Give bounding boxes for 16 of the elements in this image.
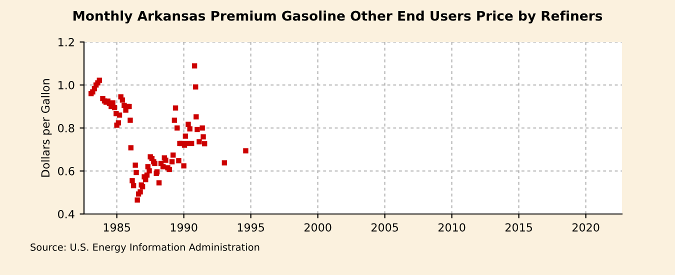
y-tick-label: 0.6: [58, 166, 74, 176]
x-tick-label: 2000: [304, 223, 332, 232]
x-tick-label: 1990: [170, 223, 198, 232]
y-tick-label: 0.4: [58, 210, 74, 218]
source-note: Source: U.S. Energy Information Administration: [30, 243, 260, 253]
chart-title: Monthly Arkansas Premium Gasoline Other End Users Price by Refiners: [74, 10, 602, 24]
x-tick-label: 2010: [438, 223, 466, 232]
x-tick-label: 2020: [572, 223, 600, 232]
y-tick-label: 0.8: [58, 124, 74, 132]
x-tick-label: 2015: [505, 223, 532, 232]
y-tick-label: 1.2: [58, 38, 74, 46]
x-tick-label: 2005: [372, 223, 398, 232]
x-tick-label: 1995: [238, 223, 264, 232]
y-tick-label: 1.0: [58, 80, 74, 90]
x-tick-label: 1985: [104, 223, 130, 232]
y-axis-title: Dollars per Gallon: [40, 79, 52, 177]
